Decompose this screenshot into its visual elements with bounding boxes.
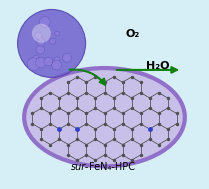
Circle shape [36,46,45,54]
Circle shape [37,38,45,46]
Circle shape [44,57,53,66]
Text: FeN₄-HPC: FeN₄-HPC [89,162,135,172]
Circle shape [27,58,40,70]
Circle shape [39,17,50,27]
Circle shape [36,57,46,68]
Circle shape [35,32,42,39]
FancyArrowPatch shape [117,67,177,73]
Circle shape [33,56,39,62]
Text: O₂: O₂ [126,29,140,39]
Circle shape [37,35,43,41]
Circle shape [32,24,51,43]
Circle shape [50,38,56,44]
Ellipse shape [24,68,185,166]
Circle shape [63,53,72,62]
Circle shape [55,31,59,36]
FancyArrowPatch shape [69,70,105,85]
Circle shape [52,60,61,70]
Text: sur-: sur- [71,162,89,172]
Text: H₂O: H₂O [146,61,169,71]
Circle shape [54,57,60,63]
Circle shape [18,9,86,77]
